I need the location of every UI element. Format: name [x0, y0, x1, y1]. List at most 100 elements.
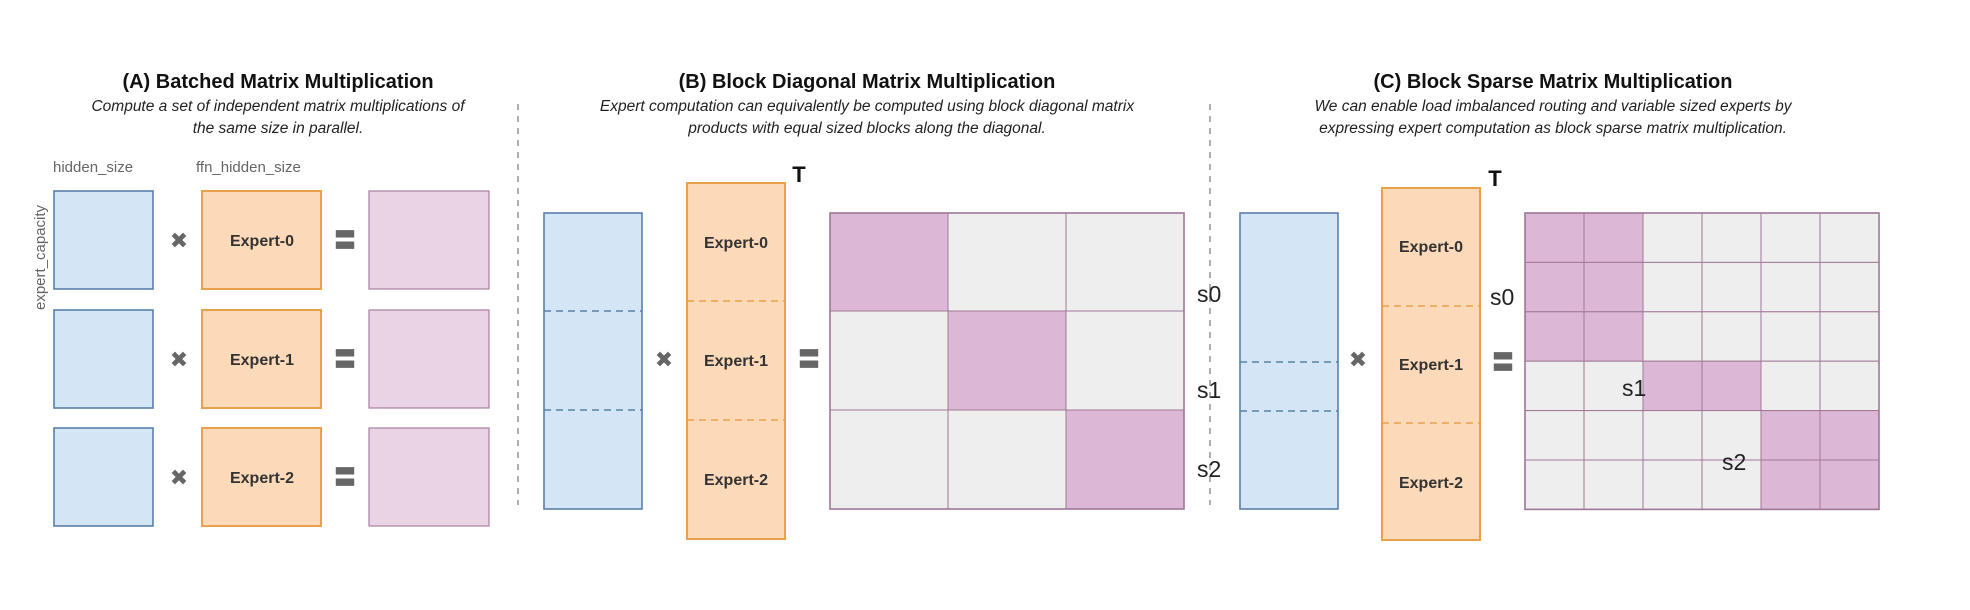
active-block [1524, 261, 1585, 313]
inactive-block [1583, 360, 1644, 412]
segment-label-s2: s2 [1722, 449, 1746, 475]
panel-b-subtitle-line2: products with equal sized blocks along t… [687, 120, 1046, 137]
ffn-hidden-size-label: ffn_hidden_size [196, 159, 301, 176]
active-block [1583, 311, 1644, 362]
equals-icon: 〓 [334, 466, 356, 491]
inactive-block [1642, 459, 1703, 510]
panel-c-subtitle-line1: We can enable load imbalanced routing an… [1314, 98, 1792, 115]
active-block [829, 212, 949, 312]
expert-1-label: Expert-1 [230, 352, 294, 369]
active-block [1819, 410, 1880, 461]
output-block-2 [368, 427, 490, 527]
output-frame [1524, 212, 1880, 511]
inactive-block [1701, 410, 1762, 461]
inactive-block [1524, 410, 1585, 461]
expert-2-label: Expert-2 [704, 472, 768, 489]
input-matrix [1239, 212, 1339, 510]
input-block-2 [53, 427, 154, 527]
inactive-block [1760, 261, 1821, 313]
inactive-block [1819, 212, 1880, 263]
inactive-block [1065, 212, 1185, 312]
segment-label-s1: s1 [1622, 375, 1646, 401]
active-block [1701, 360, 1762, 412]
active-block [1760, 410, 1821, 461]
inactive-block [1701, 212, 1762, 263]
panel-a-subtitle-line1: Compute a set of independent matrix mult… [91, 98, 466, 115]
active-block [947, 310, 1067, 411]
active-block [1524, 311, 1585, 362]
expert-0-label: Expert-0 [704, 235, 768, 252]
experts-matrix [686, 182, 786, 540]
inactive-block [1760, 311, 1821, 362]
panel-b-subtitle-line1: Expert computation can equivalently be c… [600, 98, 1135, 115]
multiply-icon: ✖ [170, 466, 188, 491]
panel-c-title: (C) Block Sparse Matrix Multiplication [1374, 71, 1733, 93]
equals-icon: 〓 [798, 348, 820, 373]
inactive-block [1642, 410, 1703, 461]
block-sparse-output [1524, 212, 1880, 511]
inactive-block [1524, 360, 1585, 412]
input-block-1 [53, 309, 154, 409]
panel-c-subtitle-line2: expressing expert computation as block s… [1319, 120, 1787, 137]
active-block [1524, 212, 1585, 263]
segment-label-s1: s1 [1197, 377, 1221, 403]
multiply-icon: ✖ [1349, 348, 1367, 373]
active-block [1819, 459, 1880, 510]
segment-label-s2: s2 [1197, 456, 1221, 482]
panel-c: (C) Block Sparse Matrix Multiplication W… [1239, 71, 1880, 541]
panel-a: (A) Batched Matrix Multiplication Comput… [32, 71, 490, 527]
inactive-block [1701, 261, 1762, 313]
input-block-0 [53, 190, 154, 290]
inactive-block [1760, 360, 1821, 412]
equals-icon: 〓 [334, 348, 356, 373]
inactive-block [947, 409, 1067, 510]
expert-2-label: Expert-2 [1399, 475, 1463, 492]
multiply-icon: ✖ [170, 229, 188, 254]
expert-1-label: Expert-1 [704, 353, 768, 370]
inactive-block [947, 212, 1067, 312]
segment-label-s0: s0 [1490, 284, 1514, 310]
inactive-block [1583, 410, 1644, 461]
inactive-block [1524, 459, 1585, 510]
equals-icon: 〓 [334, 229, 356, 254]
expert-0-block [201, 190, 322, 290]
active-block [1760, 459, 1821, 510]
panel-a-subtitle-line2: the same size in parallel. [193, 120, 364, 137]
panel-b: (B) Block Diagonal Matrix Multiplication… [543, 71, 1221, 540]
hidden-size-label: hidden_size [53, 159, 133, 176]
active-block [1065, 409, 1185, 510]
active-block [1583, 261, 1644, 313]
inactive-block [1065, 310, 1185, 411]
active-block [1583, 212, 1644, 263]
expert-1-label: Expert-1 [1399, 357, 1463, 374]
expert-0-label: Expert-0 [1399, 239, 1463, 256]
inactive-block [1583, 459, 1644, 510]
multiply-icon: ✖ [170, 348, 188, 373]
expert-1-block [201, 309, 322, 409]
input-matrix [543, 212, 643, 510]
expert-2-block [201, 427, 322, 527]
equals-icon: 〓 [1492, 351, 1514, 376]
transpose-label: T [1488, 166, 1502, 191]
inactive-block [1819, 261, 1880, 313]
output-frame [829, 212, 1185, 510]
inactive-block [1819, 311, 1880, 362]
experts-matrix [1381, 187, 1481, 541]
inactive-block [1642, 212, 1703, 263]
output-block-0 [368, 190, 490, 290]
panel-b-title: (B) Block Diagonal Matrix Multiplication [679, 71, 1056, 93]
inactive-block [1642, 261, 1703, 313]
block-diagonal-output [829, 212, 1185, 510]
expert-capacity-label: expert_capacity [32, 204, 49, 310]
inactive-block [1642, 311, 1703, 362]
inactive-block [1819, 360, 1880, 412]
expert-0-label: Expert-0 [230, 233, 294, 250]
active-block [1642, 360, 1703, 412]
inactive-block [1701, 311, 1762, 362]
inactive-block [1760, 212, 1821, 263]
transpose-label: T [792, 162, 806, 187]
output-block-1 [368, 309, 490, 409]
panel-a-title: (A) Batched Matrix Multiplication [122, 71, 433, 93]
inactive-block [829, 310, 949, 411]
